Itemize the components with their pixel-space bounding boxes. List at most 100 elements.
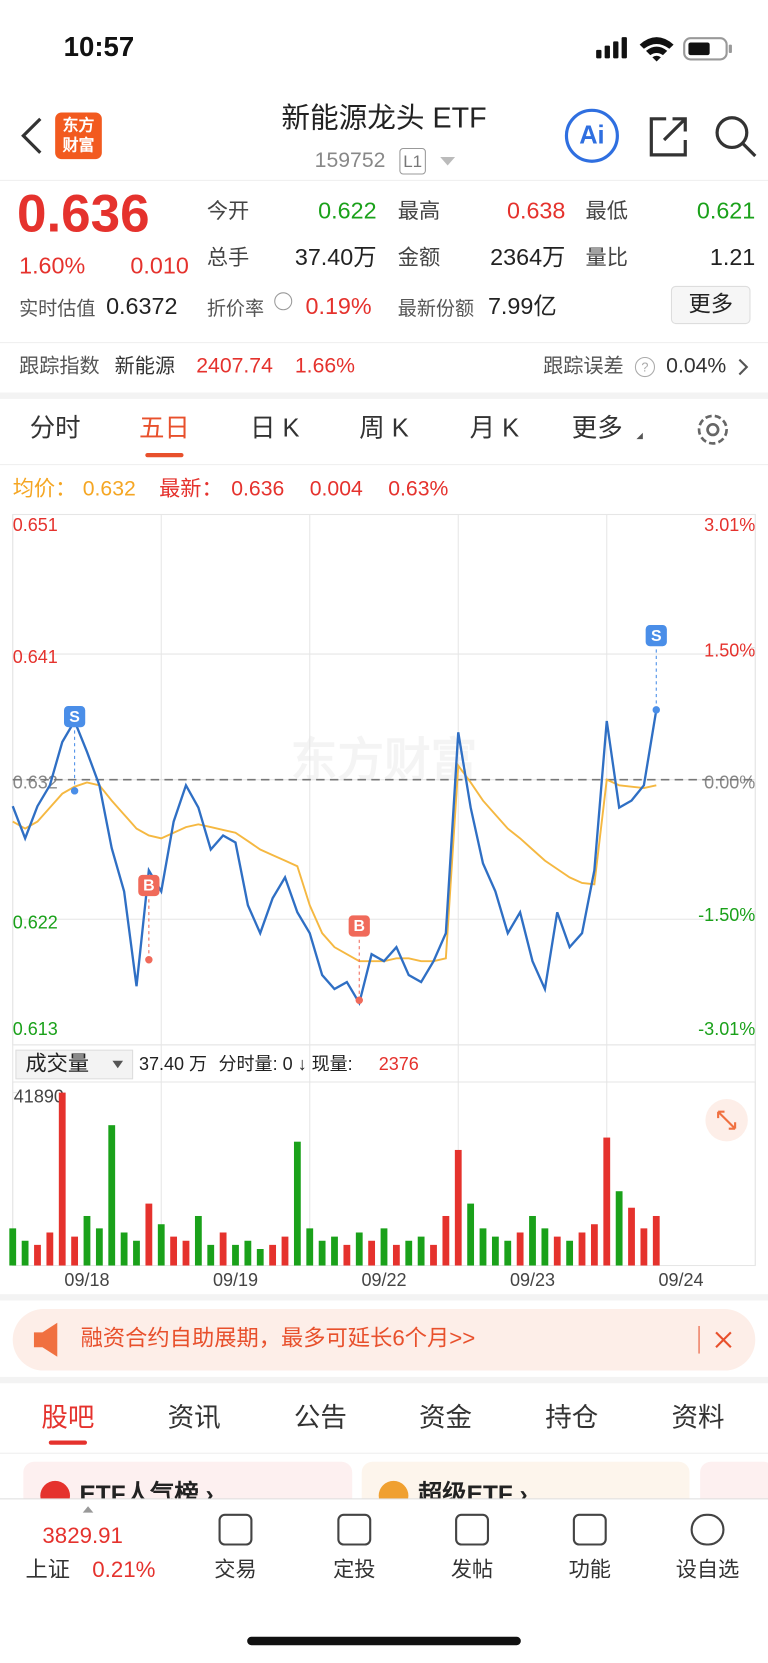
est: 0.6372: [106, 293, 177, 319]
volume-bar: [628, 1207, 635, 1266]
tracking-label: 跟踪指数: [19, 354, 100, 377]
section-tab[interactable]: 资金: [419, 1402, 472, 1432]
tab[interactable]: 日 K: [250, 414, 300, 442]
volume-bar: [343, 1244, 351, 1266]
field-label: 金额: [398, 245, 440, 269]
section-tab[interactable]: 股吧: [41, 1402, 94, 1432]
dropdown[interactable]: [440, 157, 456, 166]
volume-bar: [46, 1232, 54, 1266]
marker-dot: [355, 996, 363, 1004]
premium: 0.19%: [306, 293, 372, 319]
expand-icon: [717, 1110, 737, 1130]
y-tick-label: 0.641: [13, 647, 58, 667]
marker-label: S: [651, 628, 662, 645]
banner[interactable]: [12, 1309, 756, 1371]
marker-label: B: [143, 878, 155, 895]
info-icon[interactable]: [634, 356, 656, 378]
button-label[interactable]: 功能: [569, 1558, 611, 1582]
share-button[interactable]: [649, 117, 687, 157]
y-tick-label: 0.622: [13, 912, 58, 932]
volume-bar: [83, 1215, 91, 1266]
separator: [0, 1376, 768, 1384]
volume-label: 成交量: [25, 1052, 89, 1076]
tab[interactable]: 分时: [30, 414, 81, 442]
back-button[interactable]: [21, 117, 42, 154]
button-label[interactable]: 发帖: [451, 1558, 493, 1582]
tab[interactable]: 更多: [572, 414, 623, 442]
button-label[interactable]: 交易: [214, 1558, 256, 1582]
button-icon[interactable]: [218, 1513, 253, 1546]
tracking-value: 2407.74: [196, 355, 273, 378]
volume-bar: [640, 1228, 648, 1266]
volume-bar: [380, 1228, 388, 1266]
volume-bar: [232, 1244, 239, 1266]
marker-dot: [70, 787, 79, 795]
volume-bar: [417, 1236, 425, 1266]
banner-close[interactable]: [715, 1331, 732, 1348]
latest-pct: 0.63%: [388, 478, 448, 501]
volume-bar: [71, 1236, 79, 1266]
ai-button[interactable]: [564, 108, 619, 163]
search-button[interactable]: [715, 116, 749, 150]
field-label: 总手: [207, 245, 249, 269]
field-value: 0.621: [697, 197, 755, 223]
tab[interactable]: 月 K: [470, 414, 520, 442]
bottom-bar: [0, 1498, 768, 1663]
button-label[interactable]: 设自选: [676, 1558, 740, 1582]
volume-total: 37.40 万: [139, 1054, 207, 1074]
y2-tick-label: -1.50%: [698, 905, 755, 925]
volume-bar: [479, 1228, 487, 1266]
button-icon[interactable]: [690, 1513, 725, 1546]
premium-label: 折价率: [207, 298, 264, 320]
button-label[interactable]: 定投: [333, 1558, 375, 1582]
x-tick-label: 09/24: [658, 1270, 703, 1290]
section-tab[interactable]: 持仓: [545, 1402, 598, 1432]
marker-badge: [348, 915, 370, 937]
volume-bar: [529, 1215, 536, 1266]
logo-text: 财富: [63, 136, 95, 155]
x-tick-label: 09/18: [64, 1270, 109, 1290]
section-tab[interactable]: 资讯: [168, 1402, 221, 1432]
chevron[interactable]: [738, 358, 749, 376]
more-label: 更多: [688, 291, 733, 316]
price: 0.636: [17, 184, 150, 243]
x-tick-label: 09/19: [213, 1270, 258, 1290]
est-label: 实时估值: [19, 298, 95, 320]
volume-now-label: 分时量: 0 ↓ 现量:: [219, 1054, 353, 1074]
volume-bar: [108, 1125, 116, 1266]
info-icon[interactable]: [274, 292, 293, 311]
badge-box: [399, 147, 426, 175]
section-underline: [48, 1440, 87, 1445]
marker-dot: [652, 706, 660, 714]
button-icon[interactable]: [337, 1513, 372, 1546]
section-tab[interactable]: 公告: [294, 1402, 347, 1432]
home-indicator: [247, 1636, 521, 1646]
button-icon[interactable]: [455, 1513, 490, 1546]
settings-icon[interactable]: [697, 414, 728, 445]
section-tab[interactable]: 资料: [671, 1402, 724, 1432]
field-label: 今开: [207, 199, 249, 223]
volume-selector[interactable]: [15, 1049, 134, 1080]
volume-bar: [145, 1203, 153, 1266]
more-button[interactable]: [670, 285, 751, 325]
volume-bar: [405, 1240, 413, 1266]
code: 159752: [315, 149, 386, 172]
volume-bar: [256, 1249, 264, 1266]
volume-bar: [244, 1240, 252, 1266]
volume-now: 2376: [379, 1054, 419, 1074]
series-line: [12, 763, 657, 963]
tab[interactable]: 五日: [139, 414, 190, 442]
tracking-pct: 1.66%: [295, 355, 355, 378]
volume-bar: [34, 1244, 41, 1266]
volume-bar: [281, 1236, 289, 1266]
volume-bar: [293, 1141, 301, 1266]
button-icon[interactable]: [572, 1513, 607, 1546]
volume-bar: [392, 1244, 400, 1266]
tab[interactable]: 周 K: [359, 414, 409, 442]
volume-bar: [306, 1228, 314, 1266]
volume-bar: [590, 1224, 598, 1266]
volume-bar: [157, 1224, 165, 1266]
change: 0.010: [130, 252, 188, 278]
expand-arrow[interactable]: [82, 1506, 94, 1513]
